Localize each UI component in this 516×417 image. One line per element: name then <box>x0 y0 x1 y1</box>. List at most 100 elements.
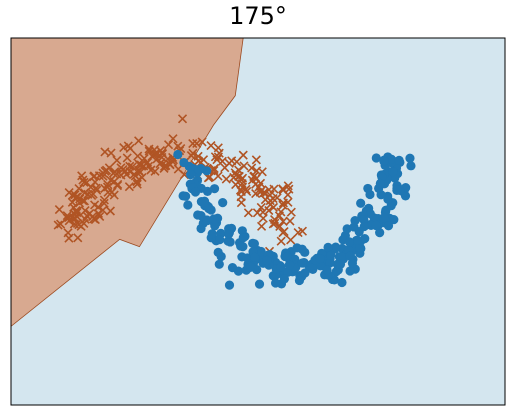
point-class-0 <box>64 212 74 222</box>
point-class-0 <box>188 148 198 158</box>
point-class-1 <box>347 258 358 268</box>
point-class-0 <box>173 141 183 151</box>
point-class-1 <box>224 229 234 239</box>
point-class-0 <box>79 196 89 206</box>
point-class-0 <box>71 206 81 216</box>
point-class-0 <box>278 198 288 208</box>
point-class-0 <box>98 205 108 215</box>
point-class-0 <box>134 159 144 169</box>
point-class-1 <box>237 226 247 236</box>
point-class-1 <box>193 210 203 220</box>
point-class-1 <box>379 156 389 166</box>
point-class-0 <box>100 147 110 157</box>
point-class-1 <box>202 186 213 197</box>
point-class-0 <box>127 162 137 172</box>
point-class-0 <box>125 167 135 177</box>
point-class-0 <box>286 207 296 217</box>
point-class-0 <box>272 193 282 203</box>
point-class-1 <box>345 251 355 261</box>
point-class-0 <box>163 154 173 164</box>
point-class-1 <box>325 258 335 268</box>
point-class-0 <box>103 187 113 197</box>
point-class-0 <box>217 156 227 166</box>
point-class-1 <box>379 213 389 223</box>
point-class-1 <box>173 149 183 160</box>
point-class-1 <box>386 154 397 164</box>
point-class-0 <box>237 179 247 189</box>
point-class-1 <box>371 220 381 231</box>
point-class-0 <box>103 179 113 189</box>
point-class-0 <box>144 146 154 156</box>
point-class-1 <box>326 250 336 261</box>
point-class-0 <box>88 189 98 199</box>
point-class-1 <box>389 215 399 225</box>
point-class-1 <box>371 153 381 163</box>
point-class-0 <box>99 198 109 208</box>
point-class-1 <box>383 194 393 204</box>
point-class-1 <box>186 170 196 180</box>
point-class-1 <box>213 247 223 257</box>
point-class-0 <box>243 208 253 218</box>
point-class-1 <box>214 259 224 269</box>
point-class-0 <box>72 192 83 202</box>
point-class-1 <box>336 252 347 262</box>
point-class-1 <box>337 277 347 288</box>
point-class-1 <box>181 191 191 201</box>
point-class-1 <box>183 200 193 210</box>
point-class-0 <box>132 179 142 189</box>
point-class-1 <box>179 157 189 168</box>
point-class-0 <box>79 177 89 187</box>
point-class-1 <box>254 279 265 289</box>
point-class-0 <box>95 211 105 222</box>
point-class-0 <box>62 213 72 223</box>
point-class-1 <box>383 221 394 231</box>
chart-title: 175° <box>229 2 287 30</box>
point-class-0 <box>224 158 234 168</box>
point-class-0 <box>150 166 160 176</box>
point-class-0 <box>160 161 170 171</box>
point-class-1 <box>194 165 204 175</box>
decision-boundary <box>11 38 244 327</box>
point-class-0 <box>133 151 143 161</box>
point-class-1 <box>406 161 416 171</box>
point-class-0 <box>137 172 147 183</box>
point-class-0 <box>269 184 279 194</box>
point-class-1 <box>345 266 355 276</box>
point-class-1 <box>282 252 292 262</box>
point-class-0 <box>278 185 288 195</box>
point-class-0 <box>188 138 198 149</box>
point-class-1 <box>323 242 333 252</box>
point-class-0 <box>124 182 134 192</box>
point-class-0 <box>278 216 288 227</box>
point-class-0 <box>104 163 114 173</box>
point-class-0 <box>258 207 268 217</box>
point-class-0 <box>239 161 249 171</box>
point-class-0 <box>112 169 122 179</box>
point-class-1 <box>359 221 369 232</box>
point-class-1 <box>322 265 332 275</box>
point-class-1 <box>363 183 373 194</box>
point-class-0 <box>122 153 132 163</box>
point-class-0 <box>268 202 279 212</box>
point-class-0 <box>206 140 216 151</box>
point-class-0 <box>112 155 122 165</box>
point-class-1 <box>204 204 214 214</box>
point-class-1 <box>199 197 209 207</box>
point-class-1 <box>315 253 325 264</box>
point-class-1 <box>350 216 360 226</box>
point-class-1 <box>300 268 310 278</box>
point-class-1 <box>245 262 256 273</box>
point-class-1 <box>236 241 246 251</box>
point-class-0 <box>53 220 63 230</box>
point-class-1 <box>297 258 307 268</box>
point-class-1 <box>352 235 362 245</box>
point-class-0 <box>85 208 95 219</box>
point-class-1 <box>225 237 235 247</box>
point-class-1 <box>262 255 272 266</box>
point-class-1 <box>394 155 404 165</box>
point-class-1 <box>355 243 365 253</box>
point-class-0 <box>165 159 175 169</box>
point-class-0 <box>251 189 261 199</box>
point-class-0 <box>105 206 115 216</box>
